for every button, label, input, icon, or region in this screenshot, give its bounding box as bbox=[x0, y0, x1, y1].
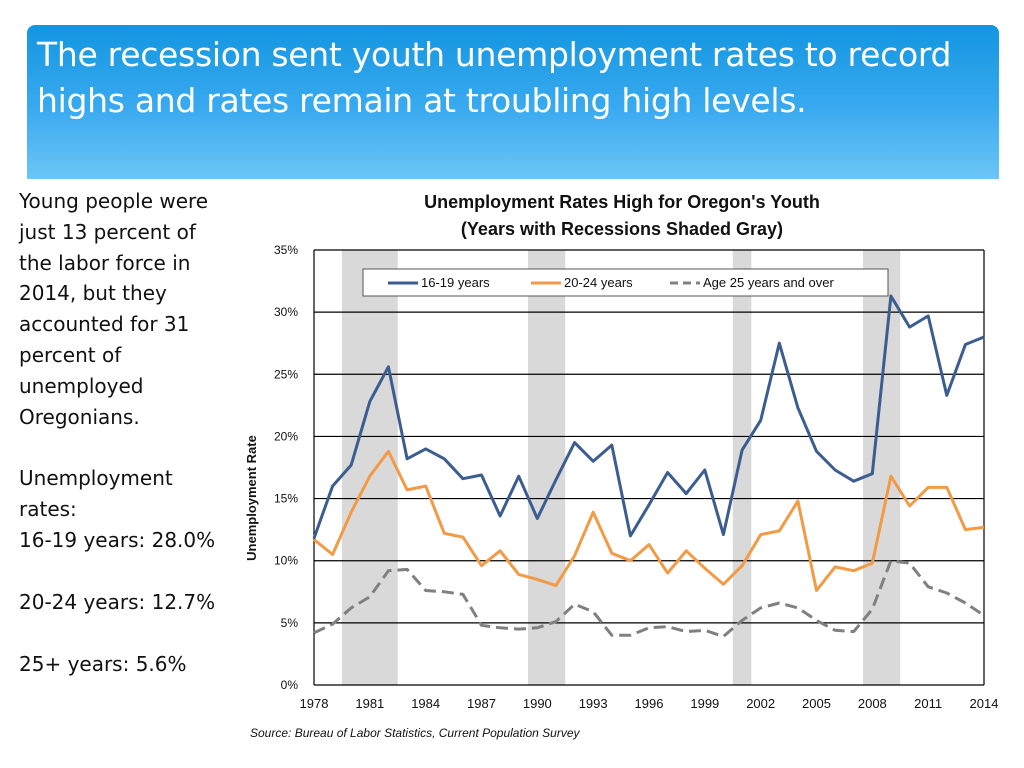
y-tick-label: 0% bbox=[281, 678, 299, 692]
source-note: Source: Bureau of Labor Statistics, Curr… bbox=[250, 726, 580, 740]
x-tick-label: 2014 bbox=[970, 696, 999, 711]
body-text: Young people were just 13 percent of the… bbox=[19, 189, 209, 429]
rate-16-19: 16-19 years: 28.0% bbox=[19, 527, 216, 552]
x-tick-label: 1999 bbox=[690, 696, 719, 711]
x-tick-label: 1984 bbox=[411, 696, 440, 711]
legend-label-1: 20-24 years bbox=[564, 275, 633, 290]
chart-subtitle: (Years with Recessions Shaded Gray) bbox=[461, 219, 783, 239]
side-panel: Young people were just 13 percent of the… bbox=[19, 186, 224, 679]
rates-heading: Unemployment rates: bbox=[19, 466, 173, 522]
y-tick-label: 15% bbox=[274, 492, 298, 506]
chart-title: Unemployment Rates High for Oregon's You… bbox=[424, 192, 820, 212]
y-tick-label: 10% bbox=[274, 554, 298, 568]
series-line-2 bbox=[313, 559, 985, 638]
y-tick-label: 30% bbox=[274, 305, 298, 319]
recession-band-1 bbox=[528, 250, 566, 685]
x-tick-label: 2008 bbox=[858, 696, 887, 711]
x-tick-label: 1987 bbox=[467, 696, 496, 711]
x-tick-label: 1990 bbox=[523, 696, 552, 711]
y-tick-label: 25% bbox=[274, 367, 298, 381]
series-line-0 bbox=[312, 294, 985, 539]
x-tick-label: 2011 bbox=[914, 696, 942, 711]
slide-title: The recession sent youth unemployment ra… bbox=[37, 35, 952, 120]
y-tick-label: 5% bbox=[281, 616, 299, 630]
series-line-1 bbox=[313, 449, 985, 592]
x-axis-ticks: 1978 1981 1984 1987 1990 1993 1996 1999 2002 2005… bbox=[300, 696, 999, 711]
x-tick-label: 1981 bbox=[355, 696, 384, 711]
y-axis-ticks: 0% 5% 10% 15% 20% 25% 30% 35% bbox=[274, 243, 298, 692]
x-tick-label: 2002 bbox=[746, 696, 775, 711]
x-tick-label: 1996 bbox=[635, 696, 664, 711]
series-lines bbox=[312, 294, 985, 638]
rate-20-24: 20-24 years: 12.7% bbox=[19, 589, 216, 614]
rate-25-plus: 25+ years: 5.6% bbox=[19, 651, 187, 676]
x-tick-label: 2005 bbox=[802, 696, 831, 711]
x-tick-label: 1993 bbox=[579, 696, 608, 711]
recession-shading bbox=[341, 250, 901, 685]
unemployment-chart: Unemployment Rates High for Oregon's You… bbox=[244, 192, 999, 711]
legend-box bbox=[362, 268, 889, 297]
y-axis-label: Unemployment Rate bbox=[244, 435, 259, 561]
legend-label-0: 16-19 years bbox=[421, 275, 490, 290]
legend-label-2: Age 25 years and over bbox=[703, 275, 834, 290]
y-tick-label: 35% bbox=[274, 243, 298, 257]
title-banner bbox=[27, 25, 999, 179]
recession-band-3 bbox=[863, 250, 901, 685]
legend: 16-19 years 20-24 years Age 25 years and o… bbox=[362, 268, 889, 297]
recession-band-0 bbox=[341, 250, 398, 685]
recession-band-2 bbox=[732, 250, 752, 685]
x-tick-label: 1978 bbox=[300, 696, 329, 711]
y-tick-label: 20% bbox=[274, 429, 298, 443]
